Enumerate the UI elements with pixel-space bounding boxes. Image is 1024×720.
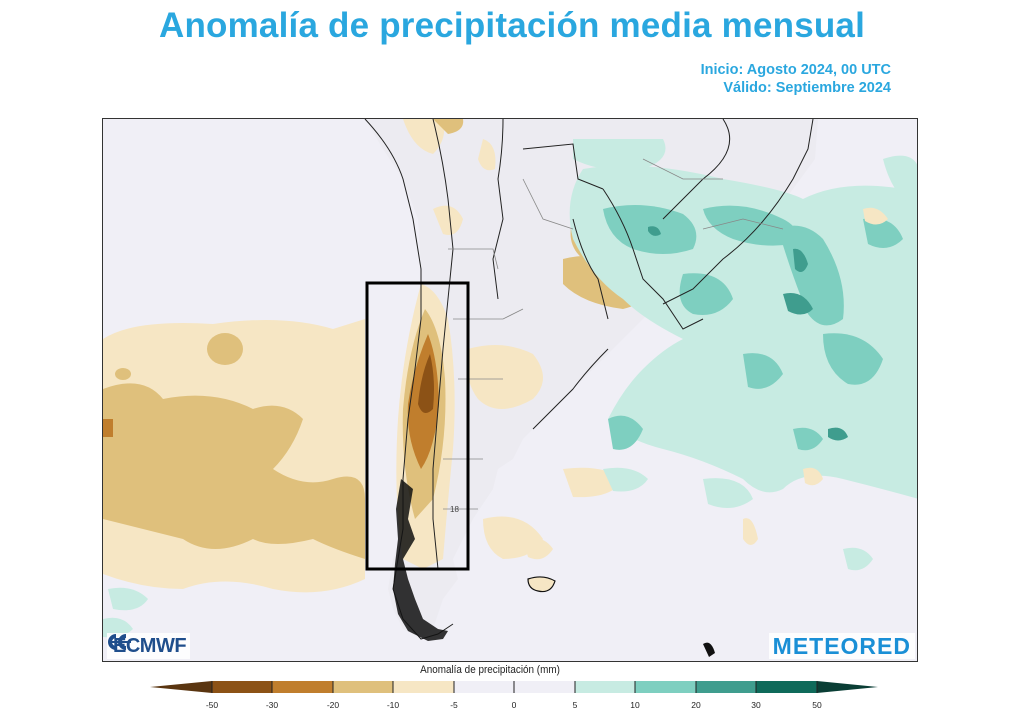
- colorbar-tick: -30: [265, 700, 279, 710]
- page-title: Anomalía de precipitación media mensual: [158, 6, 866, 45]
- colorbar-tick: -20: [326, 700, 340, 710]
- anomaly-map: 18 ECMWF METEORED: [102, 118, 918, 662]
- meteored-logo: METEORED: [768, 633, 915, 659]
- ecmwf-logo-icon: [108, 634, 131, 650]
- colorbar-tick: 0: [511, 700, 517, 710]
- colorbar-tick: 50: [812, 700, 822, 710]
- province-borders: [443, 158, 784, 510]
- colorbar-tick: 5: [572, 700, 578, 710]
- map-canvas: 18: [103, 119, 917, 661]
- highlight-box: [365, 281, 470, 571]
- colorbar-tick: 30: [751, 700, 761, 710]
- southern-chile-fjords: [393, 479, 448, 641]
- colorbar-tick: 20: [691, 700, 701, 710]
- colorbar-title: Anomalía de precipitación (mm): [420, 664, 560, 676]
- ecmwf-logo-text: ECMWF: [113, 634, 187, 657]
- atlantic-wet-field-strong: [793, 248, 808, 273]
- colorbar-tick: -5: [450, 700, 458, 710]
- init-date-label: Inicio: Agosto 2024, 00 UTC: [700, 62, 891, 78]
- valid-date-label: Válido: Septiembre 2024: [723, 80, 891, 96]
- colorbar-tick: 10: [630, 700, 640, 710]
- chile-dry-field-extreme: [418, 354, 434, 413]
- colorbar-tick: -10: [386, 700, 400, 710]
- colorbar-tick: -50: [205, 700, 219, 710]
- falkland-islands: [527, 576, 556, 593]
- ecmwf-logo: ECMWF: [107, 633, 191, 659]
- pacific-dry-field-mid: [103, 383, 365, 559]
- map-annotation: 18: [450, 505, 459, 514]
